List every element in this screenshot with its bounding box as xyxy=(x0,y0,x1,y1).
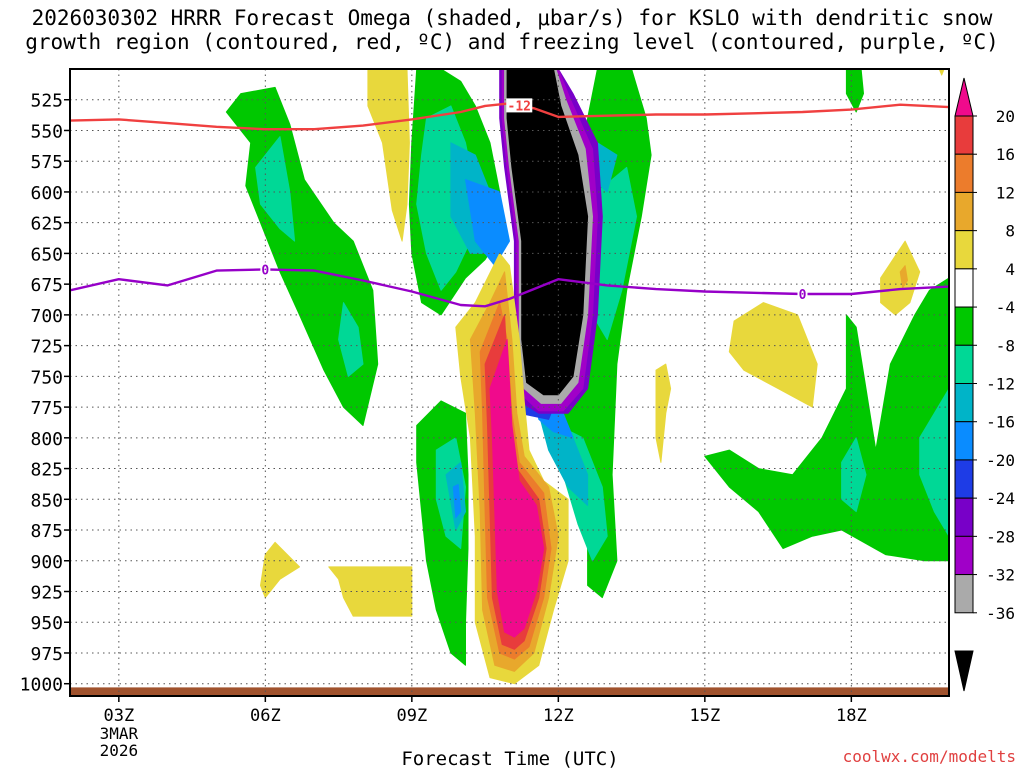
y-tick-label-900: 900 xyxy=(30,552,63,573)
freezing-level-contour-line xyxy=(70,268,949,308)
y-tick-label-775: 775 xyxy=(30,398,63,419)
colorbar-band-9 xyxy=(954,459,974,499)
x-axis-title: Forecast Time (UTC) xyxy=(401,748,618,768)
omega-region-4 xyxy=(880,240,921,316)
colorbar-label-8: 8 xyxy=(1005,222,1015,241)
colorbar-top-cap xyxy=(954,77,974,117)
omega-region-4 xyxy=(367,69,410,242)
colorbar-band-0 xyxy=(954,115,974,155)
colorbar-label--28: -28 xyxy=(986,527,1015,546)
colorbar-band-8 xyxy=(954,421,974,461)
colorbar-label-16: 16 xyxy=(996,145,1015,164)
y-tick-label-950: 950 xyxy=(30,613,63,634)
colorbar-label--24: -24 xyxy=(986,489,1015,508)
omega-region--8 xyxy=(845,69,864,113)
dgz-contour-label-bg xyxy=(506,98,533,113)
y-tick-label-725: 725 xyxy=(30,337,63,358)
omega-region--20 xyxy=(452,484,462,519)
x-tick-label-18Z: 18Z xyxy=(836,706,867,726)
omega-region-20 xyxy=(489,339,545,638)
freezing-level-contour-label-bg xyxy=(260,262,271,277)
y-tick-label-650: 650 xyxy=(30,244,63,265)
x-tick-date: 3MAR xyxy=(100,724,139,743)
omega-region--12 xyxy=(919,388,949,537)
colorbar-band-2 xyxy=(954,191,974,232)
chart-title-line-1: 2026030302 HRRR Forecast Omega (shaded, … xyxy=(31,6,993,30)
y-tick-label-675: 675 xyxy=(30,275,63,296)
colorbar-label--32: -32 xyxy=(986,566,1015,585)
colorbar-label-4: 4 xyxy=(1005,260,1015,279)
gridlines xyxy=(70,69,949,696)
colorbar-band-5 xyxy=(954,306,974,346)
x-tick-label-15Z: 15Z xyxy=(689,706,720,726)
omega-region--8 xyxy=(704,277,949,562)
colorbar-label-12: 12 xyxy=(996,183,1015,202)
colorbar-bottom-cap xyxy=(954,650,974,692)
y-tick-label-625: 625 xyxy=(30,214,63,235)
omega-region-4 xyxy=(655,363,672,463)
y-tick-label-700: 700 xyxy=(30,306,63,327)
y-tick-label-825: 825 xyxy=(30,460,63,481)
y-tick-label-600: 600 xyxy=(30,183,63,204)
colorbar-band-11 xyxy=(954,535,974,576)
omega-region--12 xyxy=(338,302,364,377)
colorbar-label--36: -36 xyxy=(986,604,1015,623)
chart-title-line-2: growth region (contoured, red, ºC) and f… xyxy=(25,30,999,54)
colorbar-band-4 xyxy=(954,268,974,308)
y-tick-label-975: 975 xyxy=(30,644,63,665)
omega-region-4 xyxy=(728,302,818,408)
freezing-level-contour-label-bg xyxy=(797,286,808,301)
x-tick-label-03Z: 03Z xyxy=(103,706,134,726)
colorbar: 20 16 12 8 4 -4 -8 -12 -16 -20 -24 -28 -32 -36 xyxy=(954,77,1015,692)
omega-region-4 xyxy=(328,566,413,617)
colorbar-band-6 xyxy=(954,344,974,384)
y-tick-label-525: 525 xyxy=(30,91,63,112)
y-tick-label-925: 925 xyxy=(30,583,63,604)
y-tick-label-850: 850 xyxy=(30,490,63,511)
x-tick-label-12Z: 12Z xyxy=(543,706,574,726)
y-tick-label-575: 575 xyxy=(30,152,63,173)
y-tick-label-800: 800 xyxy=(30,429,63,450)
omega-region-4 xyxy=(260,541,300,599)
freezing-level-contour-label: 0 xyxy=(261,263,269,278)
omega-region--12 xyxy=(841,437,867,513)
colorbar-label-20: 20 xyxy=(996,107,1015,126)
colorbar-label--16: -16 xyxy=(986,413,1015,432)
y-tick-label-1000: 1000 xyxy=(20,675,63,696)
contours: -12 0 0 xyxy=(70,98,949,308)
omega-shading xyxy=(70,69,949,696)
colorbar-label--20: -20 xyxy=(986,451,1015,470)
y-tick-label-875: 875 xyxy=(30,521,63,542)
chart-title: 2026030302 HRRR Forecast Omega (shaded, … xyxy=(0,6,1024,54)
axes: 525 550 575 600 625 650 675 700 725 750 775 800 825 8… xyxy=(20,68,950,760)
omega-region--8 xyxy=(225,86,379,426)
freezing-level-contour-label: 0 xyxy=(799,288,807,303)
colorbar-band-3 xyxy=(954,230,974,270)
x-tick-label-09Z: 09Z xyxy=(396,706,427,726)
omega-region-8 xyxy=(899,265,908,289)
plot-frame xyxy=(69,68,950,697)
colorbar-label--8: -8 xyxy=(996,336,1015,355)
colorbar-band-7 xyxy=(954,383,974,423)
watermark: coolwx.com/modelts xyxy=(843,747,1016,766)
colorbar-label--12: -12 xyxy=(986,375,1015,394)
x-tick-label-06Z: 06Z xyxy=(250,706,281,726)
y-tick-label-550: 550 xyxy=(30,121,63,142)
x-tick-year: 2026 xyxy=(100,741,139,760)
omega-region-4 xyxy=(938,69,945,76)
dgz-contour-label: -12 xyxy=(508,99,531,114)
terrain-ground xyxy=(70,687,949,696)
colorbar-label--4: -4 xyxy=(996,298,1015,317)
y-tick-label-750: 750 xyxy=(30,367,63,388)
colorbar-band-1 xyxy=(954,153,974,193)
colorbar-band-12 xyxy=(954,574,974,614)
omega-region--20 xyxy=(465,179,510,267)
colorbar-band-10 xyxy=(954,497,974,537)
